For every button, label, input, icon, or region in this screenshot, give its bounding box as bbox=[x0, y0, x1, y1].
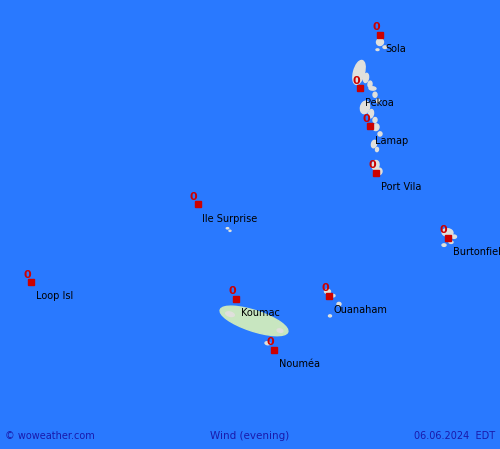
Ellipse shape bbox=[373, 92, 377, 97]
Ellipse shape bbox=[364, 73, 368, 83]
Text: 0: 0 bbox=[266, 337, 274, 347]
Text: © woweather.com: © woweather.com bbox=[5, 431, 95, 441]
Text: 0: 0 bbox=[372, 22, 380, 32]
Ellipse shape bbox=[368, 81, 372, 88]
Ellipse shape bbox=[328, 315, 332, 317]
Ellipse shape bbox=[376, 168, 382, 175]
Text: Port Vila: Port Vila bbox=[381, 182, 422, 192]
Ellipse shape bbox=[442, 244, 446, 247]
Text: Sola: Sola bbox=[385, 44, 406, 54]
Text: 0: 0 bbox=[228, 286, 236, 296]
Text: Ouanaham: Ouanaham bbox=[334, 305, 388, 315]
Ellipse shape bbox=[378, 132, 382, 136]
Ellipse shape bbox=[373, 118, 377, 123]
Ellipse shape bbox=[360, 101, 370, 114]
Ellipse shape bbox=[452, 235, 456, 238]
Ellipse shape bbox=[376, 39, 384, 45]
Text: Burtonfield: Burtonfield bbox=[452, 247, 500, 257]
Text: Loop Isl: Loop Isl bbox=[36, 291, 73, 301]
Text: 0: 0 bbox=[362, 114, 370, 124]
Text: 06.06.2024  EDT: 06.06.2024 EDT bbox=[414, 431, 495, 441]
Text: 0: 0 bbox=[321, 283, 329, 293]
Text: Wind (evening): Wind (evening) bbox=[210, 431, 290, 441]
Text: 0: 0 bbox=[368, 160, 376, 170]
Text: Ile Surprise: Ile Surprise bbox=[202, 214, 258, 224]
Text: Lamap: Lamap bbox=[375, 136, 408, 145]
Ellipse shape bbox=[368, 110, 374, 118]
Text: 0: 0 bbox=[440, 225, 448, 235]
Ellipse shape bbox=[337, 302, 341, 306]
Text: Nouméa: Nouméa bbox=[279, 359, 320, 369]
Ellipse shape bbox=[369, 87, 376, 90]
Text: 0: 0 bbox=[190, 192, 198, 202]
Text: 0: 0 bbox=[23, 269, 31, 280]
Ellipse shape bbox=[376, 49, 379, 51]
Ellipse shape bbox=[442, 229, 453, 236]
Text: Koumac: Koumac bbox=[241, 308, 280, 318]
Ellipse shape bbox=[372, 140, 376, 148]
Ellipse shape bbox=[331, 295, 335, 297]
Ellipse shape bbox=[383, 46, 387, 48]
Ellipse shape bbox=[229, 230, 231, 231]
Text: Pekoa: Pekoa bbox=[365, 98, 394, 108]
Ellipse shape bbox=[265, 342, 270, 345]
Ellipse shape bbox=[376, 147, 378, 152]
Ellipse shape bbox=[353, 61, 365, 84]
Text: 0: 0 bbox=[352, 76, 360, 86]
Ellipse shape bbox=[226, 228, 229, 229]
Ellipse shape bbox=[376, 99, 380, 103]
Ellipse shape bbox=[324, 289, 330, 294]
Ellipse shape bbox=[220, 306, 288, 336]
Ellipse shape bbox=[277, 329, 283, 332]
Ellipse shape bbox=[373, 124, 379, 131]
Ellipse shape bbox=[449, 241, 453, 243]
Ellipse shape bbox=[226, 312, 234, 317]
Ellipse shape bbox=[372, 160, 379, 170]
